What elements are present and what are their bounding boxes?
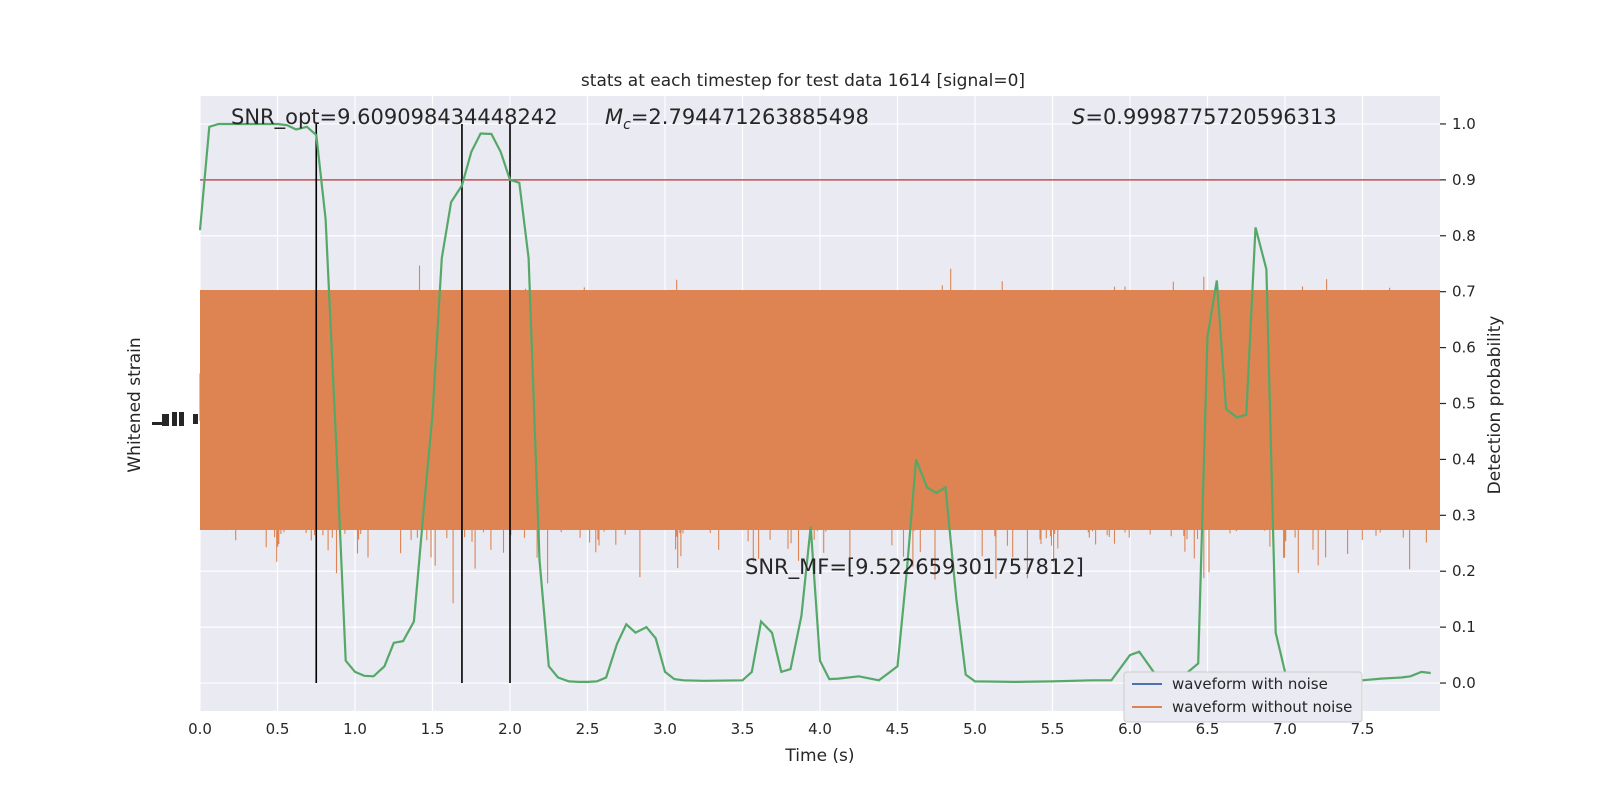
chirp-mass-subscript: c [623,117,631,133]
x-tick-label: 3.5 [731,720,755,738]
x-tick-label: 6.5 [1196,720,1220,738]
y-tick-label: 0.8 [1452,227,1476,245]
y-tick-label: 0.9 [1452,171,1476,189]
x-ticks: 0.0 0.5 1.0 1.5 2.0 2.5 3.0 3.5 4.0 4.5 5.0 5.5 6.0 6… [188,720,1374,738]
y-tick-label: 1.0 [1452,115,1476,133]
x-tick-label: 2.0 [498,720,522,738]
y-tick-label: 0.7 [1452,283,1476,301]
x-tick-label: 7.5 [1351,720,1375,738]
legend-label-with-noise: waveform with noise [1172,675,1328,693]
spin-annotation: S=0.9998775720596313 [1072,105,1337,129]
y-axis-label-left: Whitened strain [125,337,145,472]
y-axis-label-right: Detection probability [1485,316,1505,495]
legend-label-without-noise: waveform without noise [1172,698,1352,716]
x-tick-label: 0.0 [188,720,212,738]
snr-opt-annotation: SNR_opt=9.609098434448242 [231,105,558,130]
y-tick-label: 0.2 [1452,562,1476,580]
x-tick-label: 4.5 [886,720,910,738]
x-tick-label: 1.5 [421,720,445,738]
x-tick-label: 5.5 [1041,720,1065,738]
spin-symbol: S [1072,105,1085,129]
detection-probability-line [198,122,1431,684]
noise-strain [199,265,1440,604]
y-ticks-right: 0.0 0.1 0.2 0.3 0.4 0.5 0.6 0.7 0.8 0.9 1.0 [1440,115,1476,692]
y-tick-label: 0.6 [1452,339,1476,357]
x-tick-label: 0.5 [266,720,290,738]
x-tick-label: 1.0 [343,720,367,738]
y-tick-label: 0.4 [1452,450,1476,468]
y-tick-label: 0.1 [1452,618,1476,636]
x-tick-label: 2.5 [576,720,600,738]
y-tick-label: 0.0 [1452,674,1476,692]
chart-title: stats at each timestep for test data 161… [581,71,1025,91]
y-tick-label: 0.3 [1452,506,1476,524]
vertical-markers [315,123,511,684]
legend-box [1123,671,1363,723]
x-tick-label: 4.0 [808,720,832,738]
x-tick-label: 3.0 [653,720,677,738]
x-tick-label: 6.0 [1118,720,1142,738]
chirp-mass-symbol: M [605,105,623,129]
y-tick-label: 0.5 [1452,395,1476,413]
chirp-mass-value: =2.794471263885498 [631,105,869,129]
x-axis-label: Time (s) [784,746,854,766]
chirp-mass-annotation: Mc=2.794471263885498 [605,105,869,133]
x-tick-label: 5.0 [963,720,987,738]
x-tick-label: 7.0 [1273,720,1297,738]
snr-mf-annotation: SNR_MF=[9.522659301757812] [745,555,1084,580]
legend: waveform with noise waveform without noi… [1123,671,1363,723]
left-axis-ticks-collapsed [152,412,198,426]
spin-value: =0.9998775720596313 [1085,105,1336,129]
